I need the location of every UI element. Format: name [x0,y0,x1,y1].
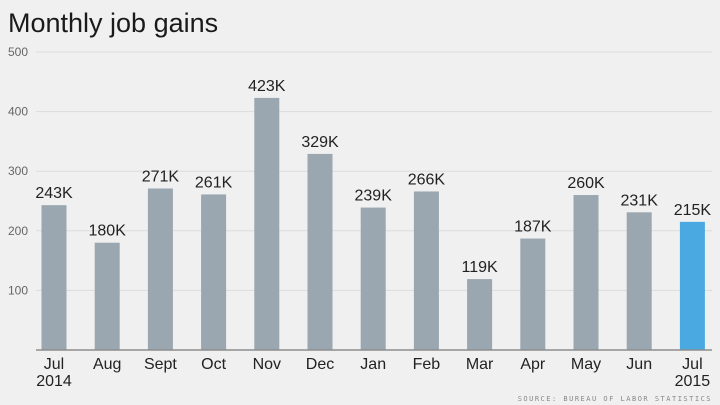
data-label: 243K [35,185,73,202]
x-tick-label: Nov [253,356,281,373]
data-label: 423K [248,78,286,95]
x-tick-label: Feb [413,356,441,373]
bar [520,238,546,350]
bar [254,97,280,350]
x-tick-label: Sept [144,356,177,373]
x-tick-label: Dec [306,356,334,373]
x-tick-label: Jun [626,356,652,373]
y-tick-label: 200 [8,224,28,238]
data-label: 180K [89,223,127,240]
source-note: SOURCE: BUREAU OF LABOR STATISTICS [518,395,712,403]
bar [679,221,705,350]
bar [94,242,120,350]
bar [307,153,333,350]
data-label: 271K [142,168,180,185]
data-label: 231K [621,192,659,209]
y-tick-label: 300 [8,164,28,178]
data-label: 215K [674,202,712,219]
bar [626,212,652,350]
bar [413,191,439,350]
bar [41,205,67,350]
x-tick-label: Mar [466,356,494,373]
bar [360,207,386,350]
data-label: 187K [514,219,552,236]
bar [573,195,599,350]
chart-title: Monthly job gains [8,8,218,38]
data-label: 261K [195,174,233,191]
data-label: 329K [301,134,339,151]
bar [467,279,493,350]
bar [201,194,227,350]
data-label: 260K [567,175,605,192]
x-tick-label: Jul 2015 [675,356,711,390]
x-tick-label: Jul 2014 [36,356,72,390]
data-label: 119K [462,259,499,276]
data-label: 239K [355,188,393,205]
x-tick-label: Apr [520,356,546,373]
data-label: 266K [408,171,446,188]
x-tick-label: Oct [201,356,226,373]
x-tick-label: May [571,356,601,373]
bar [147,188,173,350]
x-tick-label: Aug [93,356,121,373]
y-tick-label: 100 [8,283,28,297]
x-tick-label: Jan [360,356,386,373]
y-tick-label: 400 [8,105,28,119]
y-tick-label: 500 [8,45,28,59]
